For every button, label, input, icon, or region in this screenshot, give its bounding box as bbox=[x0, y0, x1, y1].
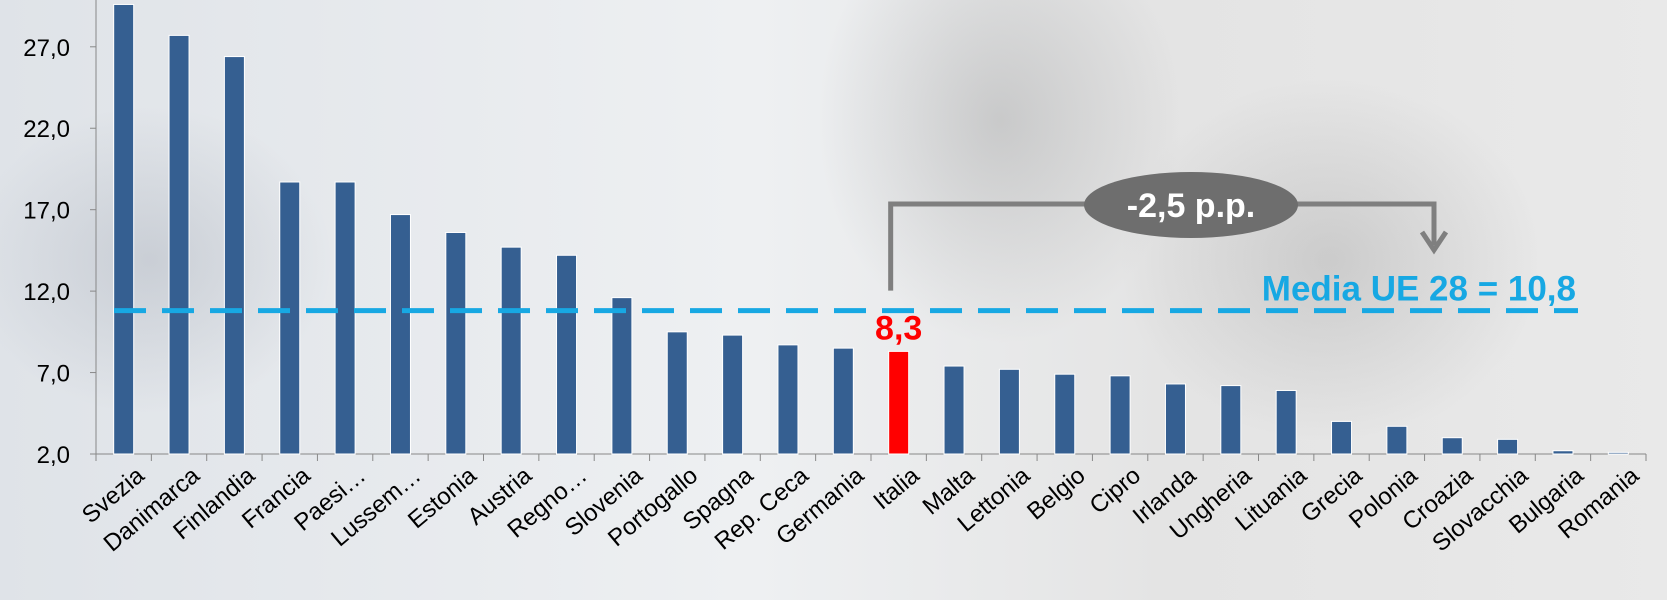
bar bbox=[777, 344, 799, 455]
bar bbox=[1054, 373, 1076, 455]
bars-layer bbox=[113, 3, 1629, 455]
bar bbox=[1607, 451, 1629, 455]
bar bbox=[722, 334, 744, 455]
bar bbox=[1275, 389, 1297, 455]
bar bbox=[1441, 437, 1463, 455]
bar bbox=[556, 254, 578, 455]
bar bbox=[832, 347, 854, 455]
gap-arrowhead bbox=[1419, 230, 1449, 255]
bar bbox=[279, 181, 301, 455]
bar bbox=[666, 331, 688, 455]
bar bbox=[334, 181, 356, 455]
gap-label: -2,5 p.p. bbox=[1127, 187, 1255, 225]
bar bbox=[943, 365, 965, 455]
bar bbox=[1552, 450, 1574, 455]
bar bbox=[1386, 425, 1408, 455]
annotation-layer: -2,5 p.p. bbox=[888, 172, 1449, 291]
bar bbox=[1331, 420, 1353, 455]
y-tick-label: 2,0 bbox=[37, 442, 70, 469]
gap-ellipse bbox=[1084, 172, 1298, 238]
average-layer: Media UE 28 = 10,8 bbox=[114, 270, 1578, 314]
bar bbox=[389, 214, 411, 455]
y-tick-label: 22,0 bbox=[23, 116, 70, 143]
bar bbox=[1164, 383, 1186, 455]
bar bbox=[168, 34, 190, 455]
category-label: Belgio bbox=[1022, 462, 1090, 526]
bar bbox=[1109, 375, 1131, 455]
bar bbox=[445, 231, 467, 455]
y-tick-label: 12,0 bbox=[23, 279, 70, 306]
y-tick-label: 17,0 bbox=[23, 198, 70, 225]
category-label: Italia bbox=[868, 461, 925, 515]
highlight-value-label: 8,3 bbox=[875, 309, 922, 347]
bar bbox=[1220, 385, 1242, 455]
bar bbox=[113, 3, 135, 455]
bar bbox=[611, 297, 633, 455]
y-tick-label: 27,0 bbox=[23, 35, 70, 62]
y-tick-label: 7,0 bbox=[37, 361, 70, 388]
bar bbox=[998, 368, 1020, 455]
axes-layer bbox=[90, 0, 1647, 461]
bar bbox=[223, 56, 245, 455]
bar bbox=[500, 246, 522, 455]
average-label: Media UE 28 = 10,8 bbox=[1262, 270, 1576, 309]
bar bbox=[1497, 438, 1519, 455]
bar bbox=[888, 350, 910, 455]
